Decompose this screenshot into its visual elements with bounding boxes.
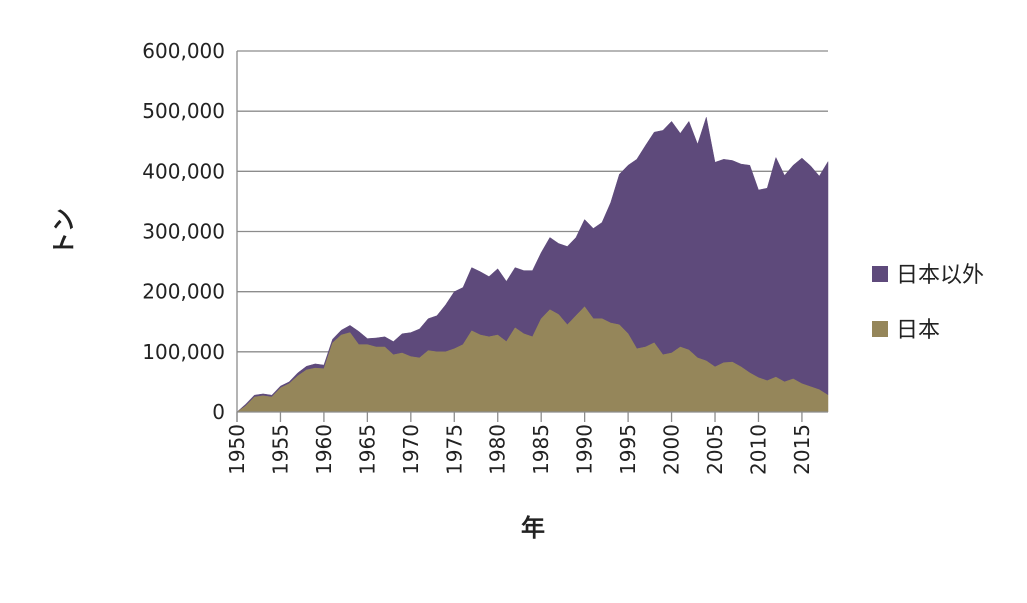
legend-label-japan: 日本 (896, 318, 940, 343)
x-tick-label-11: 2005 (703, 424, 727, 475)
x-tick-label-5: 1975 (442, 424, 466, 475)
legend-swatch-japan (872, 321, 888, 337)
x-tick-label-2: 1960 (312, 424, 336, 475)
x-tick-label-9: 1995 (616, 424, 640, 475)
x-tick-label-7: 1985 (529, 424, 553, 475)
legend-swatch-non-japan (872, 266, 888, 282)
x-tick-label-12: 2010 (747, 424, 771, 475)
x-axis-label: 年 (521, 514, 545, 542)
x-tick-label-4: 1970 (399, 424, 423, 475)
x-tick-label-1: 1955 (269, 424, 293, 475)
legend-item-non-japan: 日本以外 (872, 263, 984, 288)
x-tick-label-8: 1990 (573, 424, 597, 475)
legend-label-non-japan: 日本以外 (896, 263, 984, 288)
x-tick-label-13: 2015 (790, 424, 814, 475)
y-tick-label-4: 400,000 (142, 159, 225, 183)
legend-item-japan: 日本 (872, 318, 940, 343)
y-tick-label-2: 200,000 (142, 280, 225, 304)
area-series (236, 117, 829, 413)
x-tick-labels: 1950 1955 1960 1965 1970 1975 1980 1985 1990 1995… (225, 424, 814, 475)
y-tick-labels: 0 100,000 200,000 300,000 400,000 500,000 600,… (142, 39, 225, 424)
y-tick-label-1: 100,000 (142, 340, 225, 364)
y-tick-label-0: 0 (212, 400, 225, 424)
axes (236, 51, 828, 422)
y-tick-label-6: 600,000 (142, 39, 225, 63)
x-tick-label-6: 1980 (486, 424, 510, 475)
legend: 日本以外 日本 (872, 263, 984, 343)
y-axis-label: トン (50, 208, 78, 256)
y-tick-label-3: 300,000 (142, 220, 225, 244)
x-tick-label-3: 1965 (355, 424, 379, 475)
y-tick-label-5: 500,000 (142, 99, 225, 123)
x-tick-label-0: 1950 (225, 424, 249, 475)
x-tick-label-10: 2000 (660, 424, 684, 475)
